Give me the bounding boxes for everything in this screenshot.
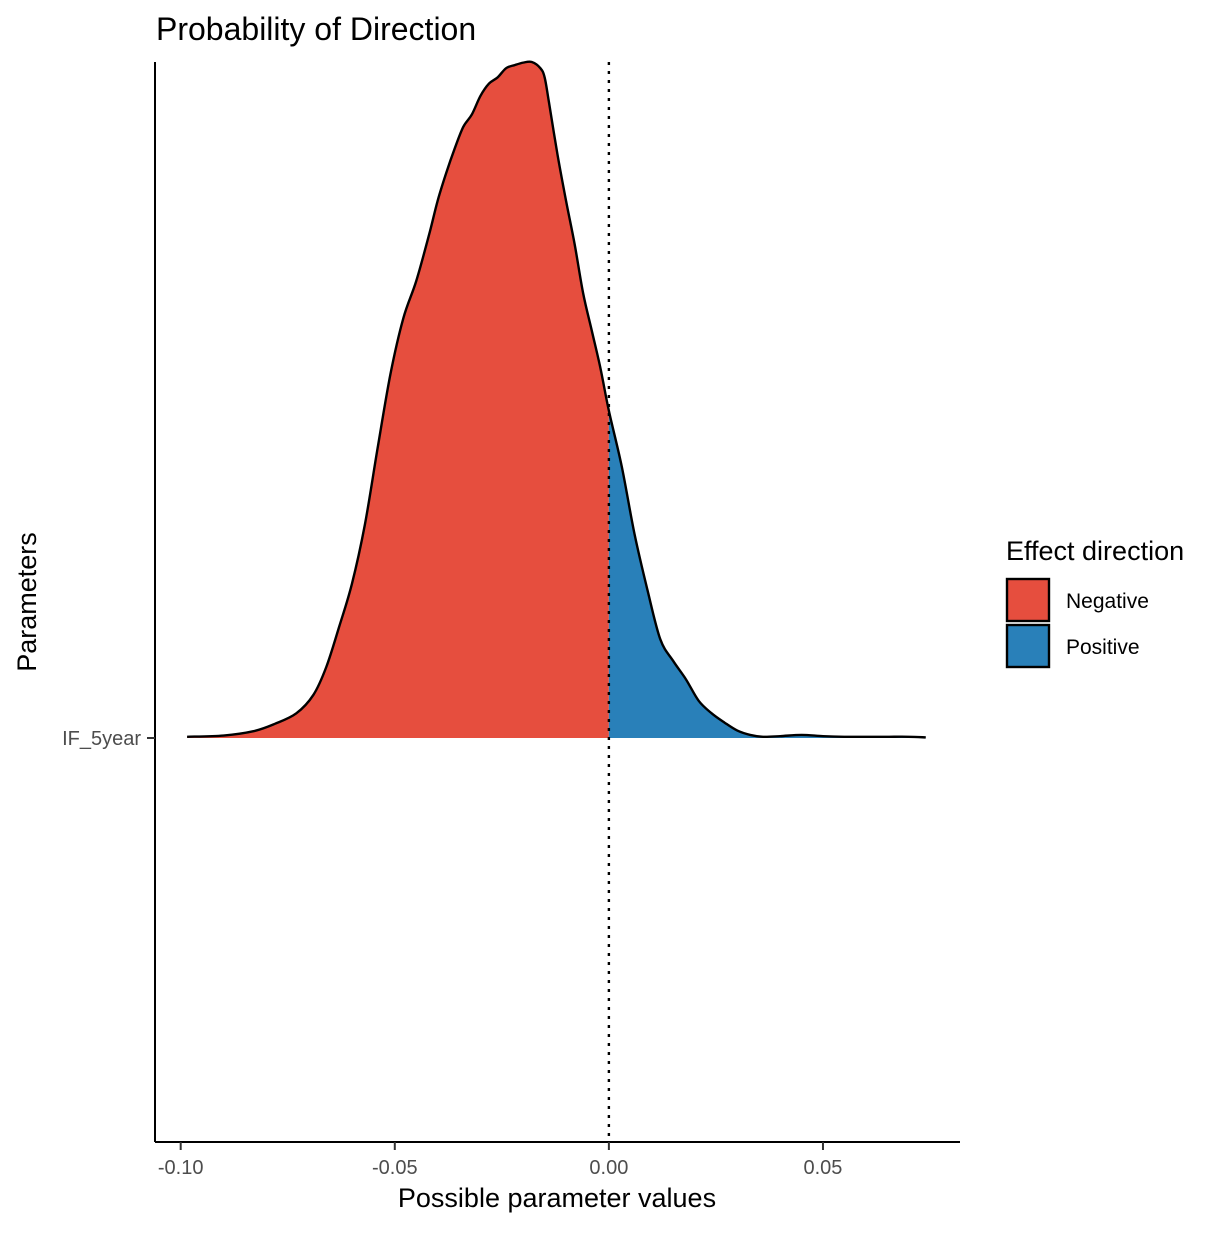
legend-swatch-negative xyxy=(1005,577,1051,623)
legend-label-negative: Negative xyxy=(1066,590,1149,613)
x-tick-label: 0.05 xyxy=(804,1157,843,1179)
x-tick-label: 0.00 xyxy=(589,1157,628,1179)
x-tick-label: -0.05 xyxy=(372,1157,418,1179)
density-outline xyxy=(187,60,926,739)
density-area-positive xyxy=(608,410,926,738)
x-tick-label: -0.10 xyxy=(158,1157,204,1179)
y-axis-ticks: IF_5year xyxy=(62,728,155,750)
legend-swatch-positive xyxy=(1005,623,1051,669)
y-tick-label: IF_5year xyxy=(62,728,141,750)
chart-title: Probability of Direction xyxy=(156,11,476,47)
density-area-negative xyxy=(187,61,609,738)
x-axis-title: Possible parameter values xyxy=(398,1183,716,1213)
legend-label-positive: Positive xyxy=(1066,636,1140,659)
y-axis-title: Parameters xyxy=(12,532,42,672)
plot-area xyxy=(187,60,926,1142)
x-axis-ticks: -0.10 -0.05 0.00 0.05 xyxy=(158,1142,843,1179)
legend-title: Effect direction xyxy=(1006,536,1184,566)
legend: Effect direction Negative Positive xyxy=(1005,536,1184,669)
